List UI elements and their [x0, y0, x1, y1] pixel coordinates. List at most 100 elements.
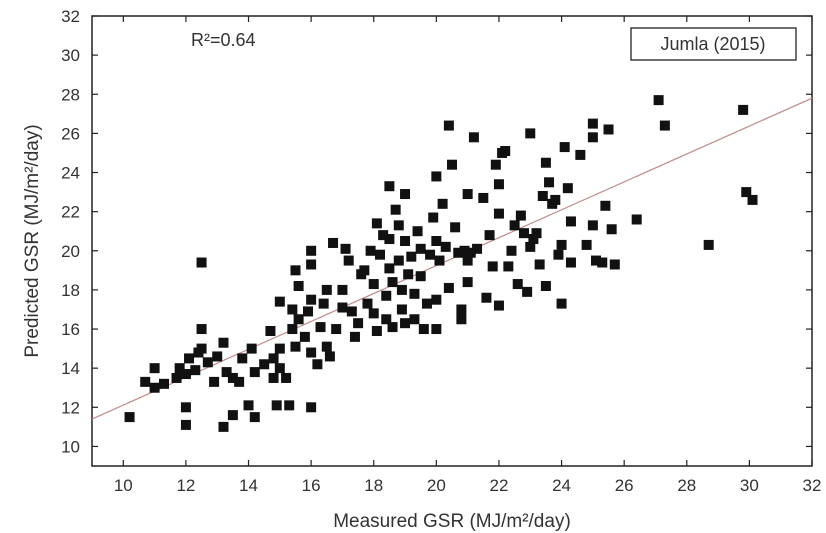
data-point: [234, 376, 245, 387]
data-point: [171, 372, 182, 383]
data-point: [312, 359, 323, 370]
plot-frame: [91, 15, 813, 467]
data-point: [196, 257, 207, 268]
data-point: [537, 191, 548, 201]
data-point: [315, 322, 326, 333]
data-point: [559, 142, 570, 153]
data-point: [509, 220, 520, 231]
data-point: [587, 118, 598, 129]
data-point: [371, 218, 382, 229]
data-point: [522, 286, 533, 297]
data-point: [346, 306, 357, 317]
data-point: [500, 146, 511, 156]
data-point: [443, 120, 454, 131]
data-point: [180, 369, 191, 380]
data-point: [227, 372, 238, 383]
data-point: [450, 222, 461, 233]
data-point: [287, 304, 298, 315]
y-tick-label: 16: [61, 320, 80, 339]
x-tick-label: 18: [364, 476, 383, 495]
data-point: [418, 324, 429, 335]
data-point: [462, 277, 473, 288]
data-point: [265, 326, 276, 336]
data-point: [365, 245, 376, 256]
data-point: [412, 226, 423, 237]
data-point: [540, 281, 551, 291]
data-point: [703, 239, 714, 250]
data-point: [631, 214, 642, 225]
data-point: [741, 187, 752, 198]
data-point: [600, 200, 611, 211]
data-point: [562, 183, 573, 194]
data-point: [550, 194, 561, 205]
y-axis-ticks: 10 12 14 16 18 20 22 24 26 28 30 32: [61, 7, 812, 456]
data-point: [490, 159, 501, 170]
data-point: [271, 400, 282, 411]
data-point: [606, 224, 617, 235]
data-point: [293, 314, 304, 325]
data-point: [149, 382, 160, 393]
data-point: [437, 198, 448, 209]
data-point: [218, 421, 229, 432]
data-point: [431, 324, 442, 335]
data-point: [368, 279, 379, 290]
data-point: [281, 372, 292, 383]
data-point: [512, 279, 523, 290]
data-point: [274, 363, 285, 374]
legend-box: [630, 27, 797, 61]
data-point: [487, 261, 498, 272]
x-tick-label: 14: [239, 476, 258, 495]
data-point: [415, 243, 426, 254]
data-point: [556, 239, 567, 250]
x-tick-label: 26: [615, 476, 634, 495]
data-point: [421, 298, 432, 309]
data-point: [337, 302, 348, 313]
data-point: [515, 210, 526, 221]
data-point: [528, 234, 539, 245]
data-point: [384, 263, 395, 274]
y-tick-label: 24: [61, 164, 80, 183]
data-point: [409, 314, 420, 325]
data-point: [237, 353, 248, 364]
data-point: [493, 208, 504, 219]
data-point: [503, 261, 514, 272]
data-point: [259, 359, 270, 370]
x-tick-label: 28: [677, 476, 696, 495]
data-point: [393, 255, 404, 266]
data-point: [180, 419, 191, 430]
data-point: [747, 194, 758, 205]
data-point: [375, 249, 385, 260]
data-point: [340, 243, 351, 254]
data-point: [484, 230, 495, 241]
data-point: [343, 255, 354, 266]
data-point: [290, 341, 301, 352]
x-tick-label: 12: [176, 476, 195, 495]
data-point: [493, 179, 504, 190]
data-point: [246, 343, 257, 354]
data-point: [506, 245, 517, 256]
data-point: [447, 159, 457, 170]
r2-annotation: R²=0.64: [191, 30, 256, 50]
data-point: [274, 343, 285, 354]
x-tick-label: 30: [740, 476, 759, 495]
data-point: [525, 241, 536, 252]
data-point: [465, 247, 476, 258]
data-point: [328, 237, 339, 248]
data-point: [303, 306, 313, 317]
data-point: [431, 294, 442, 305]
data-point: [140, 376, 151, 387]
data-point: [406, 251, 417, 262]
data-point: [393, 220, 404, 231]
data-point: [431, 236, 442, 246]
data-point: [456, 304, 467, 315]
data-point: [349, 331, 360, 342]
data-point: [180, 402, 191, 413]
data-points: [124, 95, 758, 432]
data-point: [359, 265, 370, 276]
data-point: [653, 95, 664, 106]
data-point: [378, 230, 389, 241]
data-point: [403, 269, 414, 280]
y-tick-label: 14: [61, 359, 80, 378]
data-point: [425, 249, 436, 260]
